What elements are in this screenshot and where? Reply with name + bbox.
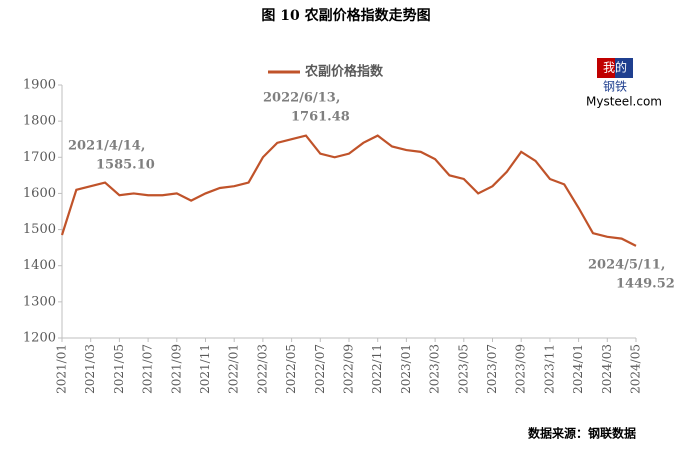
y-tick-label: 1700 [23,150,56,165]
x-tick-label: 2021/01 [55,344,69,394]
x-tick-label: 2023/03 [428,344,442,394]
annotation: 2024/5/11, [588,258,665,273]
x-tick-label: 2021/07 [141,344,155,394]
x-tick-label: 2023/05 [456,344,470,394]
x-tick-label: 2021/11 [198,344,212,394]
x-tick-label: 2021/09 [169,344,183,394]
x-tick-label: 2024/03 [600,344,614,394]
legend-label: 农副价格指数 [304,64,384,80]
logo-box [615,58,633,78]
x-tick-label: 2022/07 [313,344,327,394]
y-tick-label: 1900 [23,78,56,93]
x-tick-label: 2024/05 [629,344,643,394]
annotation: 1449.52 [616,277,675,292]
logo-box [597,58,615,78]
x-tick-label: 2023/11 [542,344,556,394]
annotation: 2021/4/14, [68,139,145,154]
x-tick-label: 2022/09 [342,344,356,394]
x-tick-label: 2022/03 [255,344,269,394]
x-tick-label: 2023/01 [399,344,413,394]
x-tick-label: 2024/01 [571,344,585,394]
x-tick-label: 2021/03 [83,344,97,394]
line [60,134,637,247]
x-tick-label: 2022/01 [227,344,241,394]
y-tick-label: 1300 [23,294,56,309]
y-tick-label: 1800 [23,114,56,129]
logo: 钢铁 [603,80,627,94]
x-tick-label: 2023/07 [485,344,499,394]
y-tick-label: 1600 [23,186,56,201]
x-tick-label: 2021/05 [112,344,126,394]
x-tick-label: 2022/05 [284,344,298,394]
source: 数据来源：钢联数据 [528,426,636,441]
x-tick-label: 2022/11 [370,344,384,394]
y-tick-label: 1500 [23,222,56,237]
y-tick-label: 1200 [23,331,56,346]
logo: 我的 [603,60,627,75]
y-tick-label: 1400 [23,258,56,273]
annotation: 1585.10 [96,158,155,173]
annotation: 2022/6/13, [263,91,340,106]
x-tick-label: 2023/09 [514,344,528,394]
annotation: 1761.48 [291,110,350,125]
chart-title: 图 10 农副价格指数走势图 [261,7,430,24]
logo: Mysteel.com [586,95,662,109]
